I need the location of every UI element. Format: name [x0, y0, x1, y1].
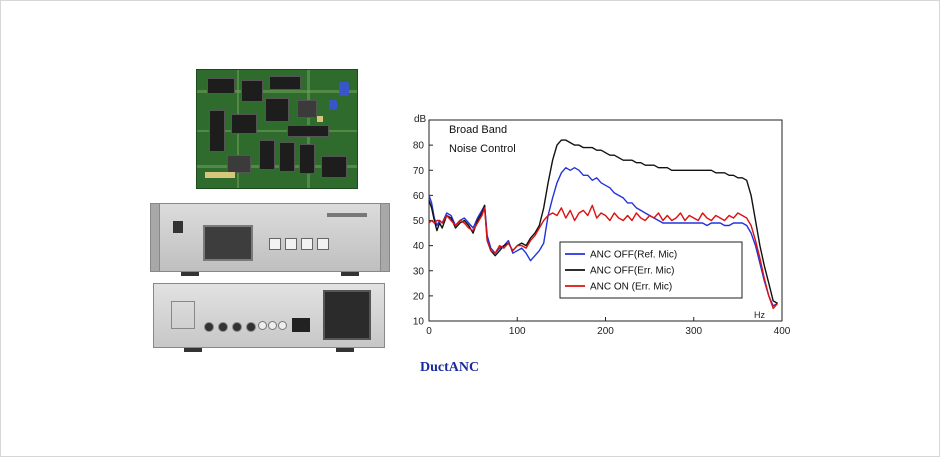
- x-tick-label: 400: [774, 326, 791, 337]
- x-tick-label: 200: [597, 326, 614, 337]
- cooling-fan: [323, 290, 371, 340]
- y-tick-label: 70: [413, 166, 425, 177]
- y-tick-label: 50: [413, 216, 425, 227]
- legend-box: [559, 241, 743, 299]
- x-tick-label: 0: [426, 326, 432, 337]
- chart-annotation: Broad Band Noise Control: [449, 124, 516, 155]
- chart-legend: ANC OFF(Ref. Mic) ANC OFF(Err. Mic) ANC ON…: [559, 241, 743, 299]
- y-tick-label: 20: [413, 291, 425, 302]
- y-tick-label: 80: [413, 141, 425, 152]
- power-socket: [292, 318, 310, 332]
- controller-back-panel-image: [153, 283, 385, 352]
- annotation-line: Noise Control: [449, 143, 516, 155]
- x-tick-label: 300: [685, 326, 702, 337]
- series-line-1: [428, 166, 778, 307]
- y-tick-label: 60: [413, 191, 425, 202]
- legend-label: ANC OFF(Ref. Mic): [590, 250, 677, 261]
- y-tick-label: 30: [413, 266, 425, 277]
- y-tick-label: 10: [413, 317, 425, 328]
- x-tick-label: 100: [509, 326, 526, 337]
- series-line-3: [428, 204, 779, 310]
- noise-spectrum-chart: 10 20 30 40 50 60 70 80 0 100 200 300 400 dB Hz Broad …: [413, 114, 791, 337]
- series-line-2: [428, 139, 778, 305]
- caption: DuctANC: [420, 360, 480, 375]
- legend-label: ANC ON (Err. Mic): [590, 282, 672, 293]
- chart-series: [428, 139, 779, 310]
- legend-label: ANC OFF(Err. Mic): [590, 266, 674, 277]
- y-axis-label: dB: [414, 114, 427, 125]
- controller-front-panel-image: [150, 203, 390, 276]
- lcd-screen: [203, 225, 253, 261]
- circuit-board-image: [196, 69, 358, 189]
- y-tick-label: 40: [413, 241, 425, 252]
- annotation-line: Broad Band: [449, 124, 507, 136]
- x-axis-label: Hz: [754, 310, 765, 320]
